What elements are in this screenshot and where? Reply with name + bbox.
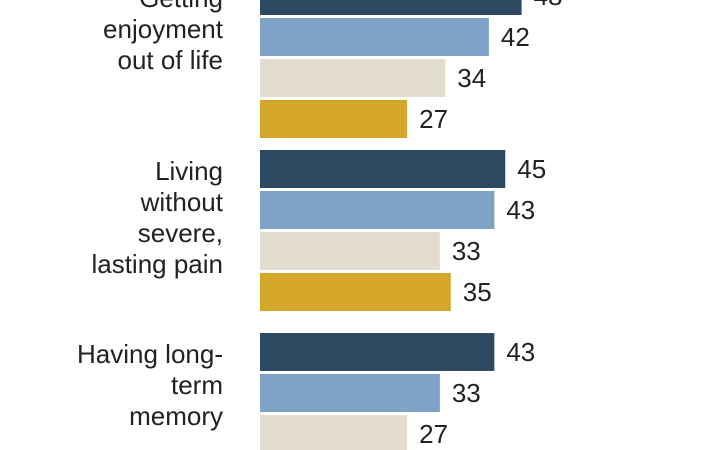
bar-value-label: 35 xyxy=(463,277,492,307)
bar-value-label: 27 xyxy=(419,104,448,134)
category-label: Living without severe, lasting pain xyxy=(91,156,223,279)
category-label-line: Getting xyxy=(139,0,223,13)
bar-value-label: 43 xyxy=(506,195,535,225)
bar xyxy=(260,232,440,270)
category-label-line: without xyxy=(140,187,224,217)
bar xyxy=(260,374,440,412)
bar xyxy=(260,415,408,450)
bar xyxy=(260,333,495,371)
category-label-line: Having long- xyxy=(77,339,223,369)
category-label-line: Living xyxy=(155,156,223,186)
category-label-line: term xyxy=(171,370,223,400)
bar xyxy=(260,150,506,188)
bar xyxy=(260,273,451,311)
bar xyxy=(260,59,446,97)
bar-value-label: 33 xyxy=(452,236,481,266)
category-label-line: out of life xyxy=(117,45,223,75)
category-label-line: lasting pain xyxy=(91,249,223,279)
category-label-line: memory xyxy=(129,401,223,431)
bar-value-label: 33 xyxy=(452,378,481,408)
category-label: Gettingenjoymentout of life xyxy=(103,0,224,75)
bar-value-label: 45 xyxy=(517,154,546,184)
bar-value-label: 34 xyxy=(457,63,486,93)
bar xyxy=(260,0,522,15)
bar-value-label: 42 xyxy=(501,22,530,52)
bar xyxy=(260,100,408,138)
category-label-line: severe, xyxy=(138,218,223,248)
bar xyxy=(260,18,489,56)
category-label: Having long-term memory xyxy=(77,339,223,431)
bar xyxy=(260,191,495,229)
bar-value-label: 43 xyxy=(506,337,535,367)
bar-value-label: 48 xyxy=(534,0,563,11)
category-label-line: enjoyment xyxy=(103,14,224,44)
bar-value-label: 27 xyxy=(419,419,448,449)
